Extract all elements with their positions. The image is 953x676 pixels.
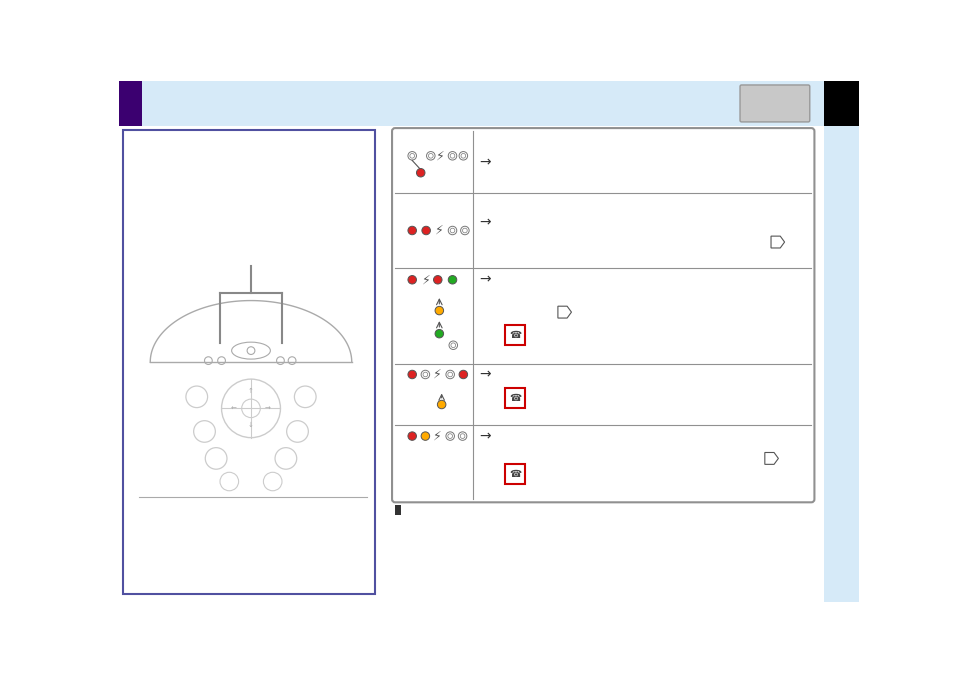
FancyBboxPatch shape (392, 128, 814, 502)
Circle shape (416, 168, 424, 177)
Bar (123, 130, 375, 594)
Bar (119, 81, 142, 126)
Text: ←: ← (231, 406, 236, 412)
Circle shape (448, 276, 456, 284)
Bar (823, 81, 858, 126)
Text: ⚡: ⚡ (435, 224, 443, 237)
Text: →: → (265, 406, 271, 412)
Text: ⚡: ⚡ (433, 368, 441, 381)
Circle shape (433, 276, 441, 284)
Bar (395, 506, 401, 514)
FancyBboxPatch shape (740, 85, 809, 122)
Circle shape (436, 400, 445, 409)
Text: →: → (478, 429, 490, 443)
Text: ☎: ☎ (509, 469, 520, 479)
Text: ☎: ☎ (509, 393, 520, 404)
Bar (505, 388, 525, 408)
Text: ↓: ↓ (248, 422, 253, 429)
Circle shape (435, 306, 443, 315)
Text: →: → (478, 273, 490, 287)
Circle shape (408, 370, 416, 379)
Polygon shape (558, 306, 571, 318)
Polygon shape (764, 452, 778, 464)
Text: →: → (478, 368, 490, 381)
Bar (823, 126, 858, 602)
Polygon shape (770, 236, 783, 248)
Bar (505, 325, 525, 345)
Circle shape (458, 370, 467, 379)
Bar (119, 81, 858, 126)
Text: ☎: ☎ (509, 330, 520, 340)
Text: ⚡: ⚡ (433, 429, 441, 443)
Text: ⚡: ⚡ (436, 149, 444, 162)
Circle shape (435, 329, 443, 338)
Circle shape (420, 432, 429, 440)
Text: ↑: ↑ (248, 389, 253, 394)
Bar (505, 464, 525, 484)
Text: →: → (478, 155, 490, 169)
Text: ⚡: ⚡ (421, 273, 430, 286)
Circle shape (408, 432, 416, 440)
Circle shape (408, 276, 416, 284)
Circle shape (408, 226, 416, 235)
Circle shape (421, 226, 430, 235)
Text: →: → (478, 216, 490, 230)
